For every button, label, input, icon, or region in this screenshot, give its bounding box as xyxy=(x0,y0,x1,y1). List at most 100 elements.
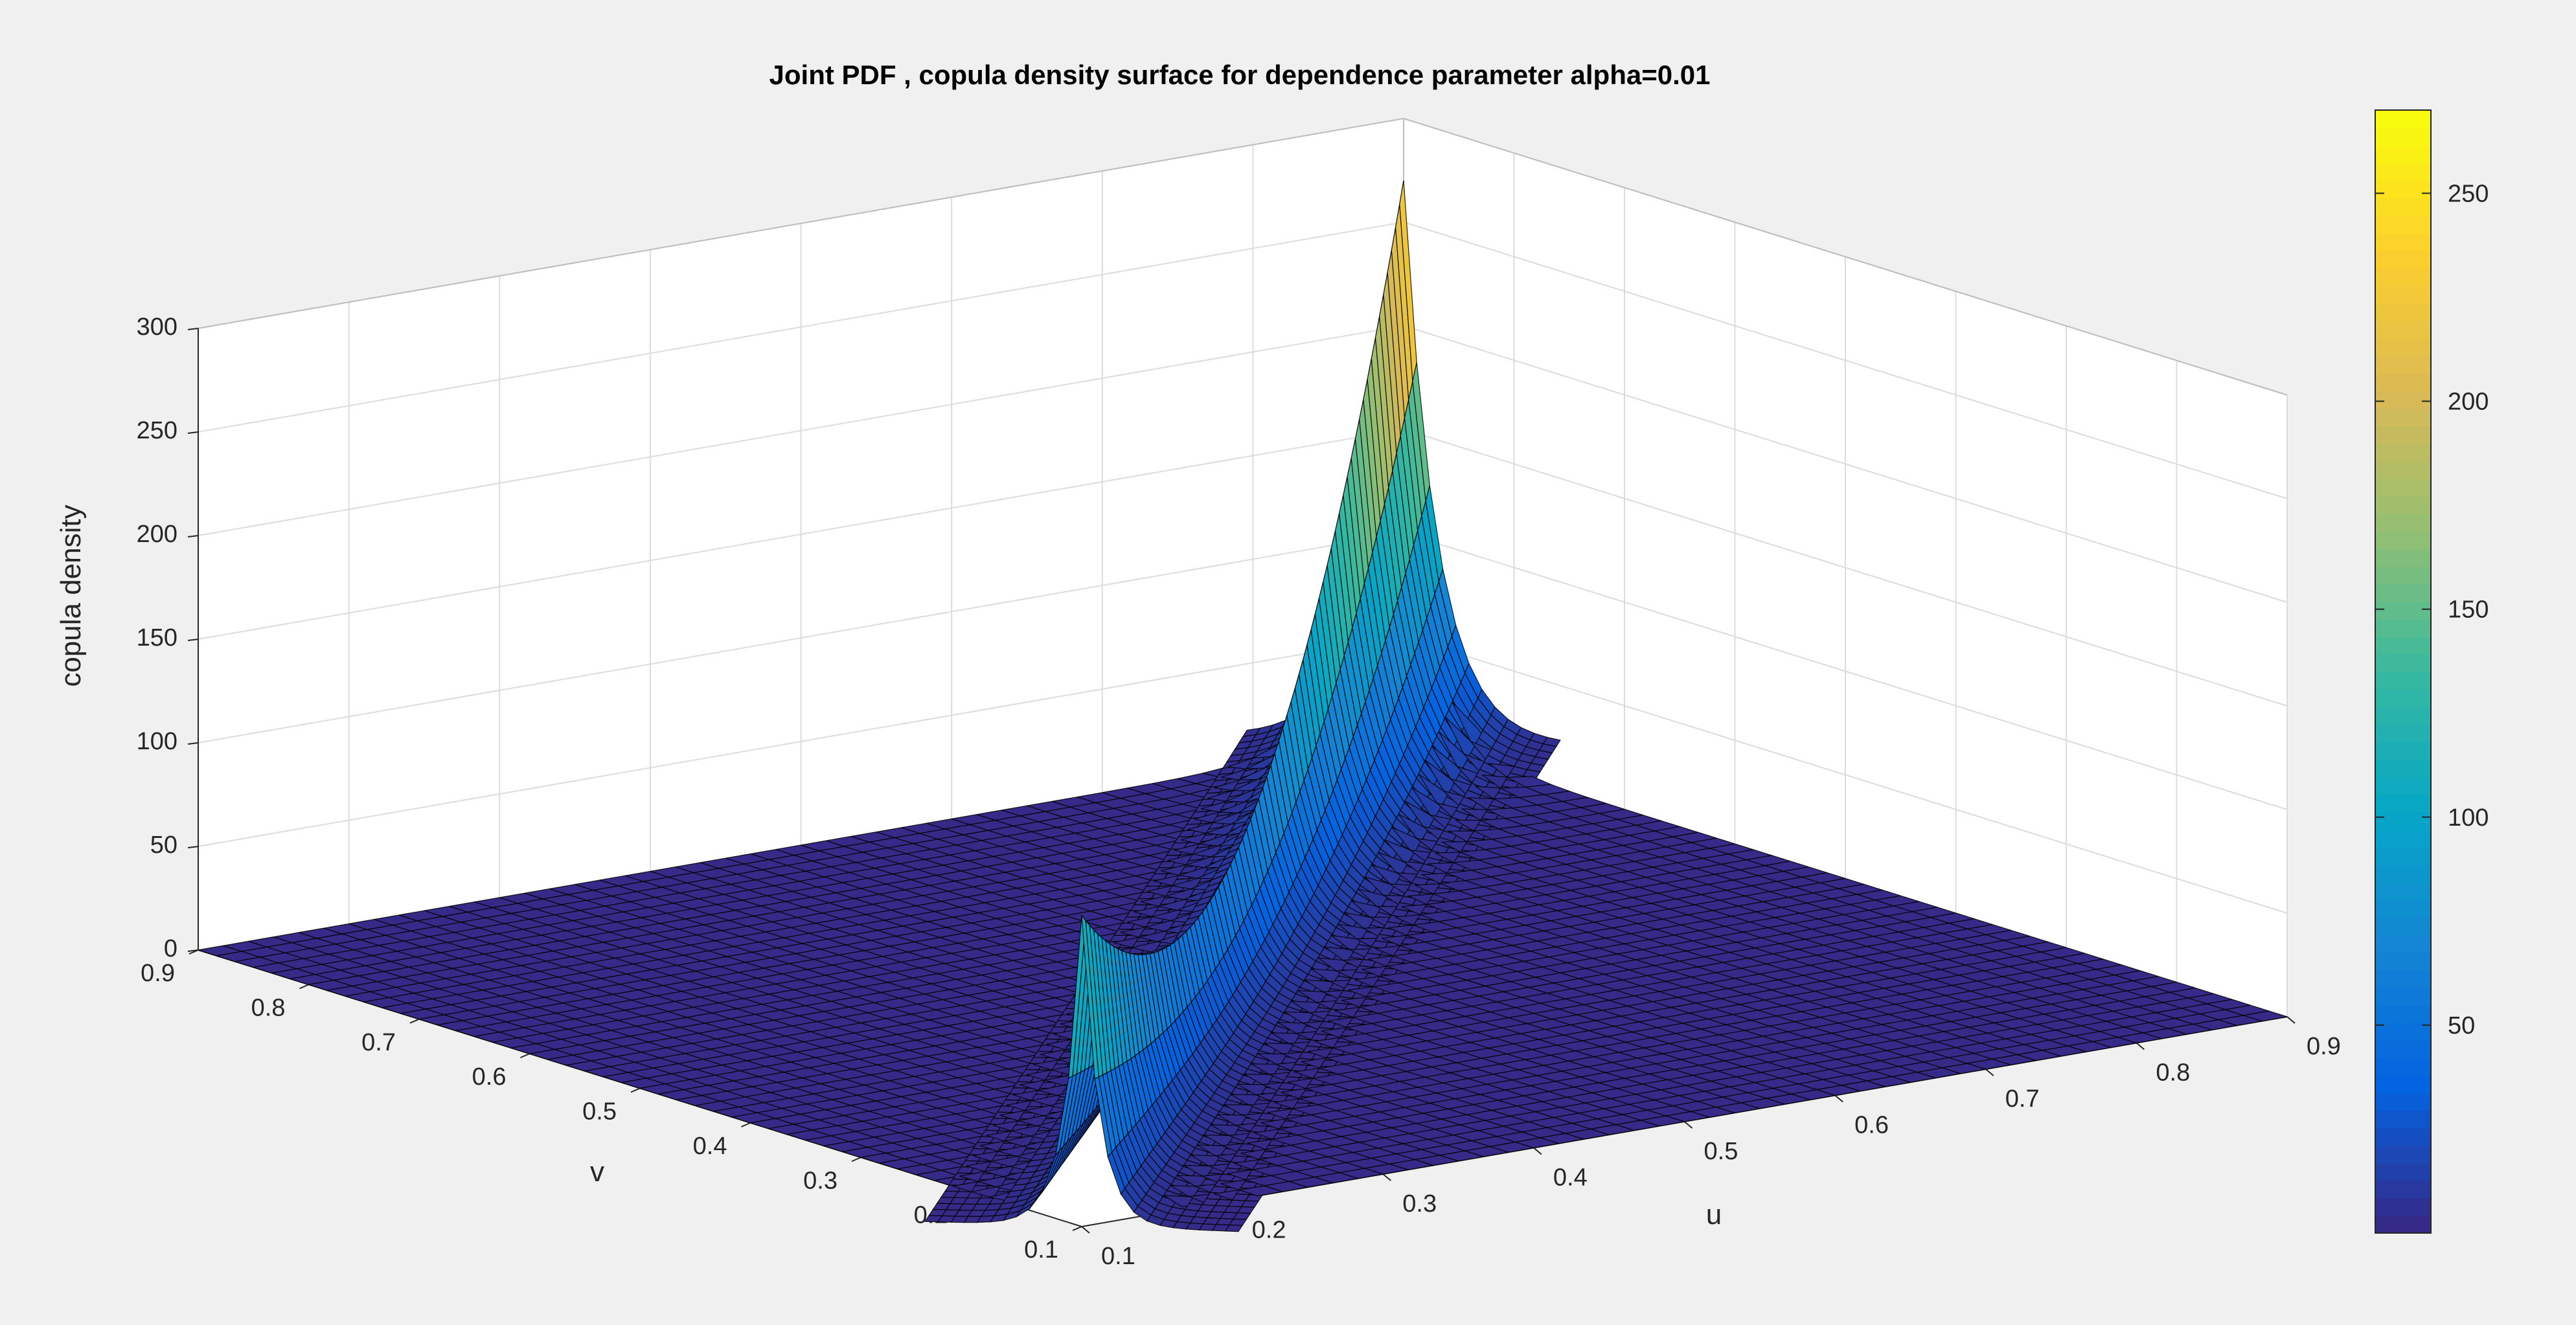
v-axis-label: v xyxy=(590,1156,604,1188)
colorbar-segment xyxy=(2375,514,2431,532)
v-tick-mark xyxy=(409,1018,420,1024)
colorbar-tick-label: 200 xyxy=(2448,389,2489,416)
grid-line xyxy=(198,532,1404,743)
u-tick-mark xyxy=(1985,1069,1994,1076)
colorbar-segment xyxy=(2375,934,2431,953)
surface-cell xyxy=(1542,736,1561,747)
colorbar-segment xyxy=(2375,672,2431,690)
v-tick-label: 0.4 xyxy=(693,1133,727,1160)
colorbar-segment xyxy=(2375,724,2431,743)
colorbar-segment xyxy=(2375,969,2431,988)
surface-plot xyxy=(198,180,2288,1232)
z-tick-mark xyxy=(187,846,199,848)
z-tick-mark xyxy=(187,639,199,641)
z-tick-label: 50 xyxy=(150,832,177,859)
colorbar-segment xyxy=(2375,865,2431,883)
z-tick-label: 150 xyxy=(137,624,177,651)
colorbar-segment xyxy=(2375,1180,2431,1199)
colorbar-segment xyxy=(2375,987,2431,1006)
u-tick-label: 0.8 xyxy=(2156,1059,2190,1087)
u-tick-label: 0.2 xyxy=(1252,1217,1286,1244)
surface-cell xyxy=(2243,1010,2288,1022)
colorbar-segment xyxy=(2375,1093,2431,1111)
u-tick-label: 0.4 xyxy=(1553,1164,1588,1192)
colorbar-segment xyxy=(2375,618,2431,637)
colorbar-segment xyxy=(2375,338,2431,357)
colorbar-segment xyxy=(2375,1162,2431,1181)
u-tick-label: 0.6 xyxy=(1854,1112,1889,1139)
colorbar-segment xyxy=(2375,321,2431,339)
colorbar-segment xyxy=(2375,1004,2431,1023)
colorbar-segment xyxy=(2375,653,2431,672)
u-tick-label: 0.5 xyxy=(1704,1138,1738,1165)
colorbar-segment xyxy=(2375,443,2431,462)
v-tick-label: 0.3 xyxy=(803,1167,838,1194)
colorbar-segment xyxy=(2375,1058,2431,1076)
axis-edge xyxy=(1403,118,2288,396)
u-tick-label: 0.9 xyxy=(2307,1033,2341,1060)
colorbar-segment xyxy=(2375,460,2431,479)
colorbar-segment xyxy=(2375,882,2431,901)
colorbar-segment xyxy=(2375,356,2431,374)
z-tick-label: 100 xyxy=(137,728,177,755)
v-tick-label: 0.7 xyxy=(361,1029,396,1056)
colorbar-segment xyxy=(2375,425,2431,444)
u-tick-mark xyxy=(1533,1147,1542,1155)
colorbar-segment xyxy=(2375,583,2431,602)
colorbar-segment xyxy=(2375,689,2431,708)
colorbar-segment xyxy=(2375,531,2431,550)
colorbar: 50 100 150 200 250 xyxy=(2375,109,2489,1234)
colorbar-segment xyxy=(2375,1040,2431,1059)
colorbar-segment xyxy=(2375,1215,2431,1234)
colorbar-segment xyxy=(2375,180,2431,199)
u-tick-mark xyxy=(1834,1094,1843,1103)
colorbar-segment xyxy=(2375,267,2431,286)
u-tick-mark xyxy=(2286,1016,2296,1024)
z-tick-label: 200 xyxy=(137,521,177,548)
colorbar-segment xyxy=(2375,917,2431,936)
v-tick-label: 0.1 xyxy=(1024,1236,1058,1263)
colorbar-frame xyxy=(2375,109,2432,1234)
colorbar-segment xyxy=(2375,811,2431,830)
z-tick-label: 300 xyxy=(137,313,177,341)
z-tick-mark xyxy=(187,535,199,538)
u-tick-mark xyxy=(1683,1121,1693,1129)
u-tick-mark xyxy=(1382,1173,1391,1181)
v-tick-mark xyxy=(188,949,199,955)
colorbar-segment xyxy=(2375,110,2431,129)
colorbar-segment xyxy=(2375,496,2431,515)
colorbar-segment xyxy=(2375,1110,2431,1129)
colorbar-segment xyxy=(2375,198,2431,216)
colorbar-segment xyxy=(2375,707,2431,725)
colorbar-segment xyxy=(2375,391,2431,409)
colorbar-segment xyxy=(2375,1197,2431,1216)
colorbar-segment xyxy=(2375,549,2431,567)
grid-line xyxy=(198,325,1404,536)
colorbar-segment xyxy=(2375,285,2431,304)
grid-line xyxy=(1403,221,2288,499)
grid-line xyxy=(1403,636,2288,914)
z-tick-label: 250 xyxy=(137,417,177,444)
colorbar-segment xyxy=(2375,742,2431,760)
colorbar-segment xyxy=(2375,759,2431,778)
grid-line xyxy=(1403,325,2288,603)
colorbar-segment xyxy=(2375,145,2431,164)
z-tick-mark xyxy=(187,431,199,434)
u-tick-label: 0.1 xyxy=(1101,1243,1135,1270)
u-tick-label: 0.3 xyxy=(1402,1190,1437,1217)
colorbar-segment xyxy=(2375,250,2431,269)
axis-edge xyxy=(198,118,1404,329)
colorbar-segment xyxy=(2375,900,2431,918)
colorbar-segment xyxy=(2375,373,2431,392)
u-tick-label: 0.7 xyxy=(2005,1085,2040,1113)
v-tick-label: 0.6 xyxy=(472,1063,507,1091)
colorbar-segment xyxy=(2375,303,2431,322)
colorbar-tick-label: 50 xyxy=(2448,1012,2475,1039)
colorbar-segment xyxy=(2375,479,2431,497)
colorbar-segment xyxy=(2375,128,2431,146)
colorbar-segment xyxy=(2375,1145,2431,1164)
u-tick-mark xyxy=(2136,1042,2145,1050)
u-axis-label: u xyxy=(1706,1199,1722,1230)
grid-line xyxy=(198,429,1404,640)
